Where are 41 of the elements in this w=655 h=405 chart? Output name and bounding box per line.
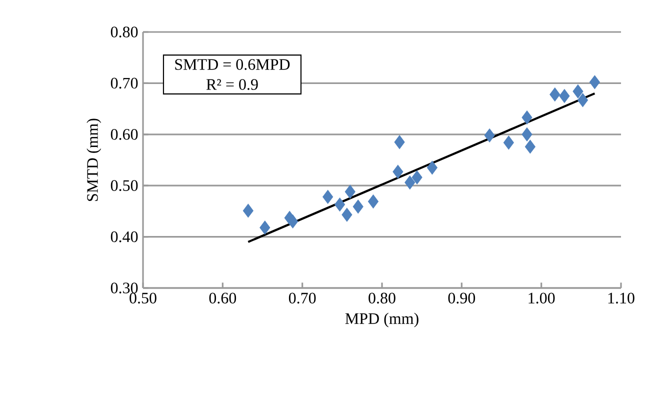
y-tick-label: 0.80 [110,26,138,38]
annotation: R² = 0.9 [206,79,258,90]
x-tick-label: 0.80 [368,292,396,304]
point [242,204,254,218]
point [550,88,560,102]
point [394,135,405,150]
point [352,200,364,214]
point [426,160,438,175]
point [589,75,600,90]
point [577,93,588,108]
x-tick-label: 0.50 [130,292,156,304]
point [522,110,532,124]
x-tick-label: 1.10 [608,292,634,304]
y-tick-label: 0.70 [110,78,138,89]
annotation: SMTD = 0.6MPD [175,59,290,70]
y-tick-label: 0.30 [110,282,138,294]
point [404,176,416,190]
x-tick-label: 0.70 [288,292,316,304]
point [392,164,404,179]
point [484,128,495,142]
point [522,127,532,142]
x-tick-label: 0.60 [209,292,236,304]
y-tick-label: 0.40 [110,231,138,242]
point [288,214,298,228]
point [503,136,514,150]
point [344,184,356,199]
y-tick-label: 0.50 [110,180,138,192]
point [260,220,270,235]
point [524,140,536,154]
x-tick-label: 1.00 [528,292,555,304]
y-tick-label: 0.60 [110,128,138,140]
point [572,84,584,98]
x-axis-title: MPD (mm) [345,312,418,328]
point [368,194,379,208]
point [412,170,422,184]
point [334,198,346,212]
point [322,190,334,204]
x-tick-label: 0.90 [448,292,476,304]
point [342,208,352,222]
y-axis-title: SMTD (mm) [86,118,102,201]
point [559,89,570,103]
